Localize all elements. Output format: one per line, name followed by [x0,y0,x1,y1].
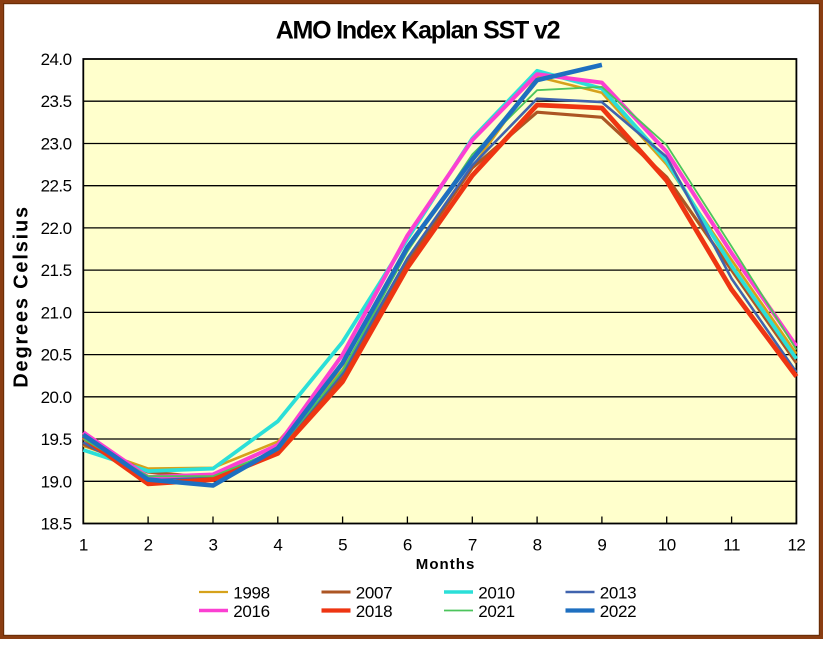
svg-text:2021: 2021 [478,602,515,621]
svg-text:12: 12 [787,535,805,554]
svg-text:6: 6 [403,535,412,554]
svg-text:21.0: 21.0 [41,303,72,322]
svg-text:4: 4 [273,535,282,554]
svg-text:1: 1 [79,535,88,554]
svg-text:18.5: 18.5 [41,515,72,534]
svg-text:3: 3 [209,535,218,554]
svg-text:23.5: 23.5 [41,92,72,111]
svg-text:2: 2 [144,535,153,554]
svg-text:2022: 2022 [600,602,637,621]
svg-text:19.0: 19.0 [41,472,72,491]
svg-text:1998: 1998 [233,583,270,602]
svg-text:23.0: 23.0 [41,135,72,154]
svg-text:2013: 2013 [600,583,637,602]
svg-text:9: 9 [597,535,606,554]
svg-text:20.0: 20.0 [41,388,72,407]
svg-text:Degrees Celsius: Degrees Celsius [11,205,33,388]
svg-text:10: 10 [658,535,676,554]
svg-text:7: 7 [468,535,477,554]
svg-text:2016: 2016 [233,602,270,621]
svg-text:2018: 2018 [356,602,393,621]
svg-text:2007: 2007 [356,583,393,602]
svg-text:2010: 2010 [478,583,515,602]
svg-text:20.5: 20.5 [41,346,72,365]
svg-text:19.5: 19.5 [41,430,72,449]
svg-text:22.0: 22.0 [41,219,72,238]
svg-text:21.5: 21.5 [41,261,72,280]
svg-text:24.0: 24.0 [41,50,72,69]
svg-text:AMO Index Kaplan SST v2: AMO Index Kaplan SST v2 [276,16,560,44]
svg-text:Months: Months [416,556,476,573]
svg-text:8: 8 [533,535,542,554]
svg-text:22.5: 22.5 [41,177,72,196]
svg-text:11: 11 [723,535,740,554]
svg-text:5: 5 [338,535,347,554]
